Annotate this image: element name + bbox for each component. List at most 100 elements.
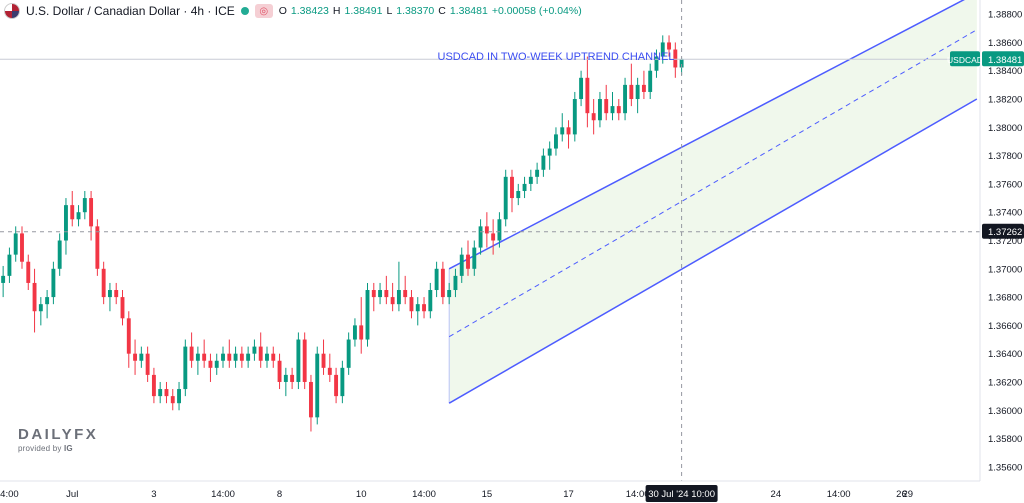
candle-body <box>528 176 533 184</box>
candle-body <box>70 205 75 220</box>
symbol-title[interactable]: U.S. Dollar / Canadian Dollar · 4h · ICE <box>26 4 235 18</box>
uptrend-channel[interactable] <box>448 0 978 404</box>
candle <box>139 346 144 368</box>
candle-body <box>422 304 426 312</box>
candle <box>478 219 483 255</box>
candle-body <box>95 226 100 269</box>
candle <box>447 282 452 305</box>
candle <box>32 268 37 333</box>
candle-body <box>616 106 621 114</box>
candle <box>641 70 646 100</box>
us-flag-icon <box>4 3 20 19</box>
candle-body <box>547 148 552 156</box>
candle-body <box>133 353 138 361</box>
candle <box>45 290 50 319</box>
candle-body <box>32 282 37 312</box>
candle-body <box>491 233 496 241</box>
candle <box>95 219 100 276</box>
candle <box>309 374 313 432</box>
price-tick-label: 1.36000 <box>988 406 1022 417</box>
candle <box>535 162 540 184</box>
price-tick-label: 1.37200 <box>988 236 1022 247</box>
candle <box>522 176 527 199</box>
time-tick-label: Jul <box>66 489 78 500</box>
candle-body <box>51 268 56 298</box>
double-circle-icon[interactable]: ◎ <box>254 4 273 18</box>
time-tick-label: 3 <box>151 489 156 500</box>
candle-body <box>227 353 232 361</box>
candle <box>459 247 464 283</box>
candle-body <box>503 176 508 220</box>
candle-body <box>472 247 477 269</box>
candle-body <box>541 155 546 170</box>
candle <box>57 233 62 276</box>
close-label: C <box>438 5 446 17</box>
candle <box>283 367 288 397</box>
candle-body <box>667 42 671 50</box>
candle <box>623 77 628 121</box>
candle <box>384 275 389 305</box>
candle <box>453 268 458 298</box>
candle-body <box>453 275 458 291</box>
price-axis[interactable]: 1.35600 1.35800 1.36000 1.36200 1.36400 1.366… <box>947 0 1024 503</box>
candle-body <box>440 268 445 298</box>
candle-body <box>572 99 577 135</box>
candle-body <box>183 346 188 390</box>
candle <box>396 261 401 312</box>
candle-body <box>283 374 288 382</box>
candle <box>239 346 244 368</box>
candle-body <box>221 353 225 361</box>
candle-body <box>396 290 401 305</box>
candle <box>472 240 477 276</box>
candle <box>591 99 596 135</box>
candle-body <box>271 353 276 361</box>
time-axis[interactable]: 4:00Jul314:0081014:00151714:00222414:002… <box>0 480 980 502</box>
candle <box>151 367 156 404</box>
candle <box>378 282 383 305</box>
candle-body <box>415 304 420 312</box>
crosshair-price-tag: 1.37262 <box>988 227 1022 238</box>
time-tick-label: 15 <box>482 489 493 500</box>
provider-name: IG <box>64 444 73 453</box>
candle <box>290 367 295 390</box>
candle <box>158 381 163 404</box>
candle-body <box>170 396 175 404</box>
candle <box>177 381 181 411</box>
candle <box>403 275 408 305</box>
candle-body <box>302 339 307 382</box>
candle-body <box>315 353 320 418</box>
candle-body <box>151 374 156 397</box>
candle-body <box>579 77 584 100</box>
high-value: 1.38491 <box>344 5 383 17</box>
candle <box>579 70 584 107</box>
price-tick-label: 1.38000 <box>988 123 1022 134</box>
candle-body <box>403 290 408 298</box>
candle <box>566 120 571 149</box>
candle-body <box>177 389 181 404</box>
price-tick-label: 1.36800 <box>988 293 1022 304</box>
candle-body <box>13 233 18 255</box>
candle-body <box>641 84 646 92</box>
price-tick-label: 1.38400 <box>988 66 1022 77</box>
crosshair <box>0 0 980 481</box>
candle-body <box>346 339 351 368</box>
candle-body <box>554 134 558 149</box>
time-tick-label: 4:00 <box>0 489 19 500</box>
candle <box>183 339 188 397</box>
candle <box>635 77 640 114</box>
time-tick-label: 8 <box>277 489 282 500</box>
chart-title: USDCAD IN TWO-WEEK UPTREND CHANNEL <box>438 51 675 63</box>
chart-legend-header: U.S. Dollar / Canadian Dollar · 4h · ICE… <box>0 0 582 22</box>
candle <box>409 290 414 319</box>
candle <box>365 282 370 347</box>
candle-body <box>484 226 489 234</box>
candle <box>252 339 257 361</box>
candle <box>208 353 213 382</box>
candle <box>89 190 94 241</box>
candle-body <box>145 353 150 375</box>
brand-right: FX <box>74 426 99 443</box>
candle-body <box>648 70 653 92</box>
price-tick-label: 1.36400 <box>988 349 1022 360</box>
candle-body <box>7 254 12 276</box>
